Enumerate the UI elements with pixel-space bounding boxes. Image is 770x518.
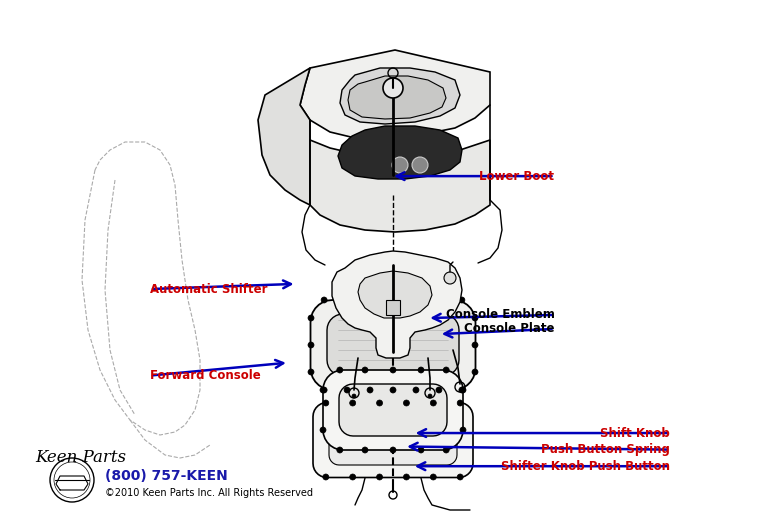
- Circle shape: [377, 400, 383, 406]
- Circle shape: [444, 367, 449, 373]
- Circle shape: [336, 447, 343, 453]
- Circle shape: [367, 387, 373, 393]
- Circle shape: [362, 367, 368, 373]
- Polygon shape: [323, 370, 463, 450]
- Text: Automatic Shifter: Automatic Shifter: [150, 282, 268, 296]
- Circle shape: [320, 387, 326, 393]
- Circle shape: [321, 297, 327, 303]
- Circle shape: [444, 272, 456, 284]
- Text: Shifter Knob Push Button: Shifter Knob Push Button: [501, 459, 670, 473]
- Circle shape: [392, 157, 408, 173]
- Circle shape: [428, 394, 432, 398]
- Circle shape: [362, 447, 368, 453]
- Circle shape: [460, 387, 466, 393]
- Circle shape: [457, 400, 464, 406]
- Circle shape: [418, 367, 424, 373]
- Polygon shape: [340, 68, 460, 124]
- Text: Push Button Spring: Push Button Spring: [541, 443, 670, 456]
- Circle shape: [459, 297, 465, 303]
- Circle shape: [321, 387, 327, 393]
- Circle shape: [367, 297, 373, 303]
- Text: Keen Parts: Keen Parts: [35, 450, 126, 467]
- Circle shape: [323, 400, 329, 406]
- Circle shape: [344, 387, 350, 393]
- Circle shape: [403, 400, 410, 406]
- Circle shape: [472, 369, 478, 375]
- Circle shape: [459, 387, 465, 393]
- Polygon shape: [339, 384, 447, 436]
- Circle shape: [308, 315, 314, 321]
- Circle shape: [436, 387, 442, 393]
- Circle shape: [390, 447, 396, 453]
- Circle shape: [436, 297, 442, 303]
- Circle shape: [430, 474, 437, 480]
- Text: (800) 757-KEEN: (800) 757-KEEN: [105, 469, 228, 483]
- Circle shape: [403, 474, 410, 480]
- Circle shape: [390, 297, 396, 303]
- Circle shape: [323, 474, 329, 480]
- Polygon shape: [329, 415, 457, 465]
- Circle shape: [412, 157, 428, 173]
- Polygon shape: [258, 68, 310, 205]
- Circle shape: [418, 447, 424, 453]
- Polygon shape: [313, 402, 473, 478]
- Circle shape: [344, 297, 350, 303]
- Circle shape: [472, 315, 478, 321]
- Circle shape: [460, 427, 466, 433]
- Circle shape: [430, 400, 437, 406]
- Polygon shape: [348, 76, 446, 119]
- Polygon shape: [300, 50, 490, 138]
- Circle shape: [350, 400, 356, 406]
- Circle shape: [383, 78, 403, 98]
- Circle shape: [390, 387, 396, 393]
- Circle shape: [413, 297, 419, 303]
- Text: ©2010 Keen Parts Inc. All Rights Reserved: ©2010 Keen Parts Inc. All Rights Reserve…: [105, 488, 313, 498]
- Circle shape: [390, 367, 396, 373]
- Circle shape: [308, 342, 314, 348]
- Circle shape: [308, 369, 314, 375]
- Circle shape: [472, 342, 478, 348]
- Text: Shift Knob: Shift Knob: [600, 426, 670, 440]
- Polygon shape: [332, 251, 462, 358]
- Circle shape: [352, 394, 356, 398]
- Polygon shape: [310, 140, 490, 232]
- Circle shape: [377, 474, 383, 480]
- Circle shape: [336, 367, 343, 373]
- Circle shape: [413, 387, 419, 393]
- Circle shape: [320, 427, 326, 433]
- Polygon shape: [327, 314, 459, 376]
- Polygon shape: [310, 300, 476, 390]
- Text: Lower Boot: Lower Boot: [480, 169, 554, 183]
- Circle shape: [457, 474, 464, 480]
- Circle shape: [444, 447, 449, 453]
- Polygon shape: [338, 126, 462, 179]
- Polygon shape: [358, 271, 432, 318]
- Polygon shape: [386, 300, 400, 315]
- Text: Forward Console: Forward Console: [150, 369, 261, 382]
- Text: Console Plate: Console Plate: [464, 322, 554, 336]
- Circle shape: [350, 474, 356, 480]
- Text: Console Emblem: Console Emblem: [446, 308, 554, 322]
